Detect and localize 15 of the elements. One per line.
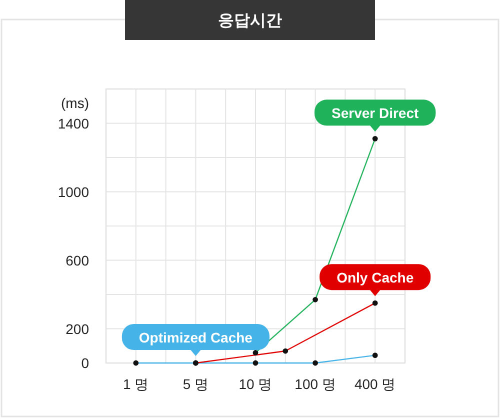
annotation: Optimized Cache (138, 330, 253, 346)
y-tick-label: 1400 (58, 115, 90, 132)
y-tick-label: 0 (81, 355, 90, 371)
x-tick-label: 100 명 (294, 376, 336, 392)
x-tick-label: 5 명 (182, 376, 209, 392)
x-tick-label: 400 명 (354, 376, 396, 392)
x-tick-label: 10 명 (238, 376, 272, 392)
y-tick-label: 200 (66, 320, 90, 337)
y-tick-label: 1000 (58, 184, 90, 200)
x-tick-label: 1 명 (123, 376, 149, 392)
annotation: Server Direct (332, 105, 420, 122)
y-tick-label: 600 (66, 252, 90, 268)
chart-title: 응답시간 (218, 12, 282, 30)
annotation: Only Cache (336, 270, 414, 286)
y-axis-title: (ms) (61, 95, 89, 111)
